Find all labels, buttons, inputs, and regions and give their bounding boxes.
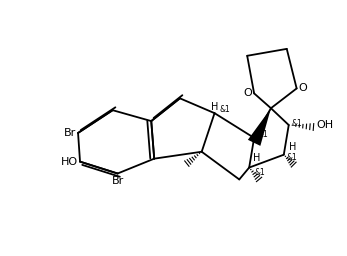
Text: &1: &1 bbox=[220, 105, 230, 114]
Text: H: H bbox=[211, 102, 218, 112]
Text: O: O bbox=[299, 83, 307, 93]
Text: OH: OH bbox=[316, 120, 333, 130]
Text: O: O bbox=[243, 88, 252, 98]
Text: &1: &1 bbox=[287, 153, 297, 162]
Text: &1: &1 bbox=[257, 130, 268, 140]
Text: H: H bbox=[253, 153, 261, 163]
Text: Br: Br bbox=[64, 128, 76, 138]
Text: &1: &1 bbox=[292, 119, 303, 127]
Text: &1: &1 bbox=[254, 168, 265, 177]
Text: Br: Br bbox=[111, 176, 124, 186]
Polygon shape bbox=[248, 108, 271, 146]
Text: HO: HO bbox=[61, 157, 78, 167]
Text: H: H bbox=[289, 142, 296, 152]
